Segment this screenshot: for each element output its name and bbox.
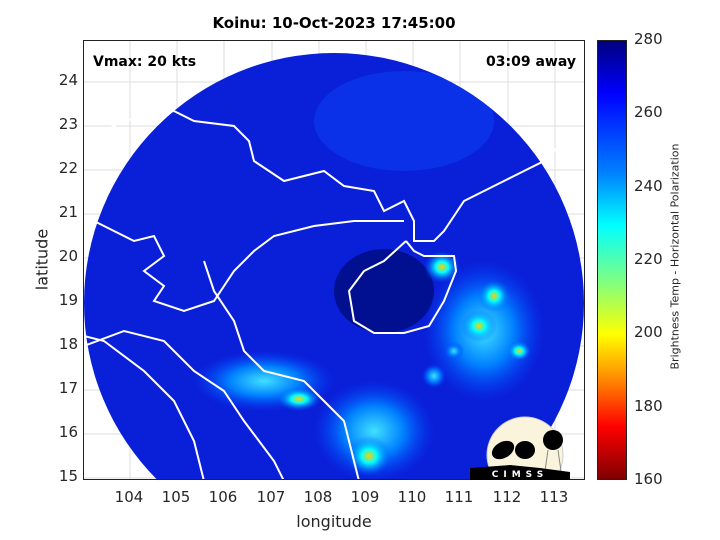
- x-tick: 106: [208, 488, 238, 506]
- time-away-label: 03:09 away: [486, 54, 576, 70]
- colorbar-tick: 220: [634, 250, 663, 268]
- coastlines: [84, 109, 565, 479]
- x-tick: 109: [350, 488, 380, 506]
- y-axis-label: latitude: [32, 228, 52, 291]
- y-tick: 16: [58, 423, 78, 441]
- map-plot-area: [83, 40, 585, 480]
- y-tick: 20: [58, 247, 78, 265]
- colorbar-tick: 280: [634, 30, 663, 48]
- x-tick: 111: [444, 488, 474, 506]
- colorbar: [597, 40, 627, 480]
- satellite-swath: [84, 53, 584, 479]
- y-tick: 18: [58, 335, 78, 353]
- brightness-temp-map: [84, 41, 584, 479]
- y-tick: 21: [58, 203, 78, 221]
- x-tick: 108: [303, 488, 333, 506]
- vmax-label: Vmax: 20 kts: [93, 54, 197, 70]
- colorbar-tick: 260: [634, 103, 663, 121]
- x-axis-label: longitude: [296, 512, 372, 531]
- y-tick: 24: [58, 71, 78, 89]
- y-tick: 22: [58, 159, 78, 177]
- colorbar-tick: 200: [634, 323, 663, 341]
- colorbar-tick: 240: [634, 177, 663, 195]
- y-tick: 17: [58, 379, 78, 397]
- y-tick: 23: [58, 115, 78, 133]
- x-tick: 112: [492, 488, 522, 506]
- plot-title: Koinu: 10-Oct-2023 17:45:00: [212, 14, 456, 32]
- cimss-logo: CIMSS: [470, 416, 570, 480]
- x-tick: 107: [256, 488, 286, 506]
- x-tick: 104: [114, 488, 144, 506]
- y-tick: 19: [58, 291, 78, 309]
- colorbar-label: Brightness Temp - Horizontal Polarizatio…: [668, 143, 682, 370]
- logo-text: CIMSS: [492, 470, 548, 480]
- y-tick: 15: [58, 467, 78, 485]
- x-tick: 110: [397, 488, 427, 506]
- x-tick: 113: [539, 488, 569, 506]
- colorbar-tick: 180: [634, 397, 663, 415]
- x-tick: 105: [161, 488, 191, 506]
- colorbar-tick: 160: [634, 470, 663, 488]
